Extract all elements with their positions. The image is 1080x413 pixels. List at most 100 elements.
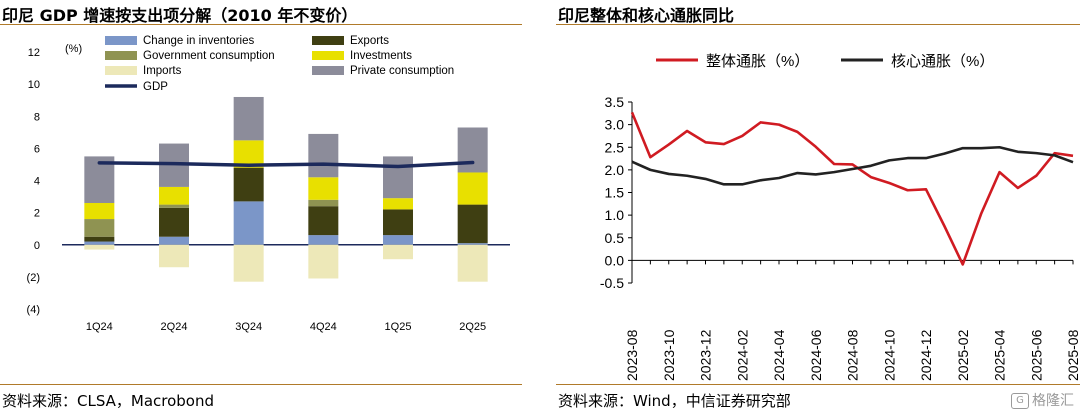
gdp-legend-label-inventories: Change in inventories <box>143 35 254 47</box>
gdp-y-tick-label: 10 <box>28 79 40 91</box>
gdp-bar-government <box>159 204 189 208</box>
gdp-bar-imports <box>159 244 189 268</box>
gdp-y-tick-label: 0 <box>34 240 40 252</box>
gdp-y-tick-label: 12 <box>28 47 40 59</box>
gdp-bar-exports <box>159 207 189 237</box>
right-source: 资料来源：Wind，中信证券研究部 <box>558 392 791 410</box>
gdp-bar-private <box>457 127 488 173</box>
gdp-legend-label-government: Government consumption <box>143 50 275 62</box>
gdp-bar-imports <box>233 244 264 282</box>
gdp-bar-private <box>308 133 339 178</box>
cpi-x-tick-label: 2024-12 <box>918 329 934 381</box>
gdp-legend-swatch-imports <box>105 66 137 75</box>
cpi-x-tick-label: 2023-10 <box>661 329 677 381</box>
gdp-legend-swatch-inventories <box>105 36 137 45</box>
cpi-legend-label-headline: 整体通胀（%） <box>706 53 809 70</box>
gdp-bar-private <box>233 96 264 141</box>
cpi-y-tick-label: 3.5 <box>605 94 625 110</box>
gdp-bar-imports <box>308 244 339 279</box>
gdp-bar-exports <box>233 167 264 202</box>
gdp-bar-investments <box>457 172 488 205</box>
gdp-x-tick-label: 4Q24 <box>310 321 337 333</box>
gdp-x-tick-label: 2Q24 <box>161 321 188 333</box>
cpi-legend-label-core: 核心通胀（%） <box>891 53 994 70</box>
gdp-legend-label-gdp: GDP <box>143 81 168 93</box>
cpi-y-tick-label: 1.5 <box>605 185 625 201</box>
gdp-y-tick-label: (4) <box>27 304 40 316</box>
gdp-bar-inventories <box>383 235 413 245</box>
right-chart-title: 印尼整体和核心通胀同比 <box>558 6 735 25</box>
gdp-y-tick-label: (2) <box>27 272 40 284</box>
left-source-rule <box>0 384 522 385</box>
gdp-bar-investments <box>233 140 264 168</box>
cpi-x-tick-label: 2024-04 <box>771 329 787 381</box>
cpi-y-tick-label: -0.5 <box>600 275 624 291</box>
gdp-x-tick-label: 1Q25 <box>385 321 412 333</box>
gdp-legend-swatch-investments <box>312 51 344 60</box>
gdp-y-tick-label: 2 <box>34 208 40 220</box>
cpi-x-tick-label: 2025-02 <box>955 329 971 381</box>
watermark: G 格隆汇 <box>1011 390 1074 410</box>
gdp-unit-label: (%) <box>65 43 82 55</box>
cpi-line-headline <box>630 111 1074 266</box>
gdp-bar-exports <box>308 206 339 236</box>
cpi-line-core <box>631 145 1074 186</box>
gdp-bar-exports <box>84 236 115 242</box>
gdp-legend-swatch-government <box>105 51 137 60</box>
gdp-bar-private <box>383 156 413 199</box>
cpi-x-tick-label: 2024-08 <box>845 329 861 381</box>
gdp-line <box>97 160 475 169</box>
cpi-y-tick-label: 1.0 <box>605 207 625 223</box>
gdp-x-tick-label: 3Q24 <box>235 321 262 333</box>
gdp-bar-inventories <box>84 241 115 245</box>
gdp-bar-exports <box>383 209 413 236</box>
gdp-bar-investments <box>383 198 413 210</box>
gdp-bar-investments <box>159 186 189 205</box>
gdp-y-tick-label: 6 <box>34 143 40 155</box>
left-chart-title: 印尼 GDP 增速按支出项分解（2010 年不变价） <box>2 6 358 25</box>
cpi-x-tick-label: 2025-04 <box>992 329 1008 381</box>
cpi-y-tick-label: 0.5 <box>605 230 625 246</box>
left-source: 资料来源：CLSA，Macrobond <box>2 392 215 410</box>
cpi-x-tick-label: 2023-08 <box>624 329 640 381</box>
left-title-rule <box>0 24 522 25</box>
cpi-x-tick-label: 2023-12 <box>698 329 714 381</box>
cpi-x-tick-label: 2025-06 <box>1028 329 1044 381</box>
gdp-y-tick-label: 4 <box>34 176 40 188</box>
gdp-legend-swatch-exports <box>312 36 344 45</box>
gdp-bar-exports <box>457 204 488 244</box>
gdp-contribution-chart: (%) 12 10 8 6 4 2 0 (2) (4) 1Q24 2Q24 3Q24 4Q24 1Q25 2… <box>27 35 510 333</box>
watermark-logo-icon: G <box>1011 393 1029 409</box>
right-title-rule <box>556 24 1080 25</box>
cpi-x-tick-label: 2024-06 <box>808 329 824 381</box>
gdp-legend-label-imports: Imports <box>143 65 182 77</box>
inflation-chart: 3.5 3.0 2.5 2.0 1.5 1.0 0.5 0.0 -0.5 2023-08 2023-… <box>600 53 1080 381</box>
cpi-y-tick-label: 0.0 <box>605 252 625 268</box>
gdp-bar-inventories <box>233 201 264 245</box>
gdp-bar-government <box>84 219 115 237</box>
gdp-x-tick-label: 1Q24 <box>86 321 113 333</box>
gdp-bar-imports <box>457 244 488 282</box>
gdp-legend-label-exports: Exports <box>350 35 389 47</box>
gdp-bar-inventories <box>308 235 339 245</box>
cpi-x-tick-label: 2024-10 <box>881 329 897 381</box>
cpi-x-tick-label: 2024-02 <box>734 329 750 381</box>
gdp-bar-government <box>308 199 339 207</box>
cpi-y-tick-label: 3.0 <box>605 117 625 133</box>
gdp-bar-imports <box>383 244 413 260</box>
gdp-legend-swatch-private <box>312 66 344 75</box>
gdp-bar-inventories <box>457 243 488 245</box>
gdp-bar-inventories <box>159 236 189 245</box>
cpi-y-tick-label: 2.5 <box>605 139 625 155</box>
right-source-rule <box>556 384 1080 385</box>
gdp-bar-investments <box>308 177 339 200</box>
cpi-x-tick-label: 2025-08 <box>1065 329 1080 381</box>
gdp-legend-label-private: Private consumption <box>350 65 454 77</box>
gdp-legend-label-investments: Investments <box>350 50 412 62</box>
gdp-bar-imports <box>84 244 115 250</box>
gdp-x-tick-label: 2Q25 <box>459 321 486 333</box>
gdp-bar-investments <box>84 202 115 220</box>
gdp-y-tick-label: 8 <box>34 111 40 123</box>
watermark-text: 格隆汇 <box>1032 393 1074 409</box>
cpi-y-tick-label: 2.0 <box>605 162 625 178</box>
